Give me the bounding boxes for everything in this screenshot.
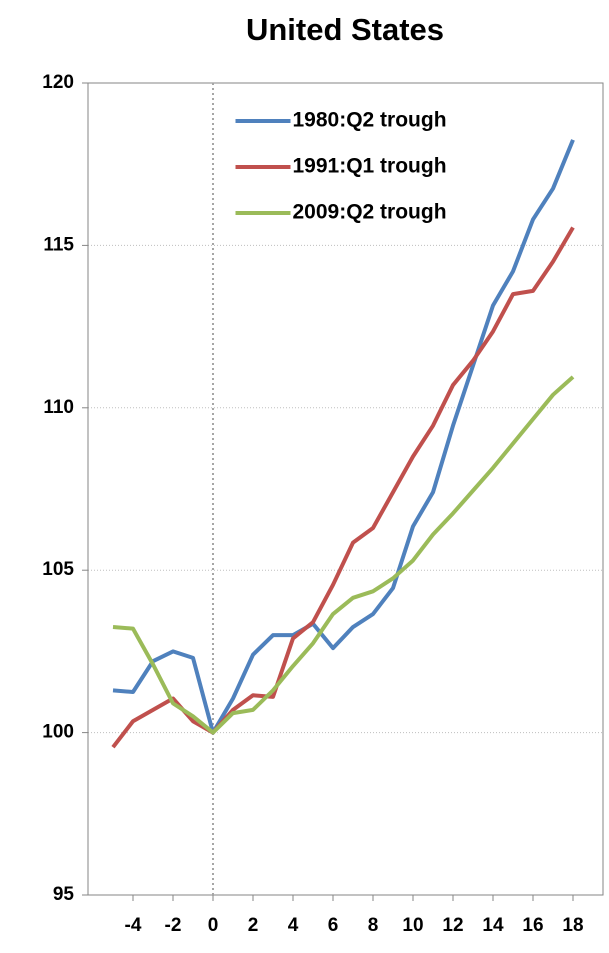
y-tick-label: 95 <box>53 884 75 905</box>
x-tick-label: 4 <box>288 915 299 936</box>
y-tick-label: 100 <box>42 722 74 743</box>
x-tick-label: 16 <box>522 915 543 936</box>
x-tick-label: 10 <box>402 915 423 936</box>
series-line <box>112 375 575 735</box>
y-tick-label: 105 <box>42 559 74 580</box>
legend-label: 2009:Q2 trough <box>293 201 447 224</box>
chart-title: United States <box>246 12 444 47</box>
x-tick-label: 12 <box>442 915 463 936</box>
series-line <box>111 226 575 749</box>
x-tick-label: 2 <box>248 915 259 936</box>
y-tick-label: 115 <box>43 234 74 255</box>
x-tick-label: -4 <box>125 915 142 936</box>
y-tick-label: 110 <box>43 397 74 418</box>
series-line <box>112 139 575 735</box>
legend-label: 1980:Q2 trough <box>293 109 447 132</box>
plot-frame <box>87 82 604 896</box>
x-tick-label: -2 <box>165 915 182 936</box>
legend-label: 1991:Q1 trough <box>293 155 447 178</box>
y-tick-label: 120 <box>42 72 74 93</box>
x-tick-label: 6 <box>328 915 339 936</box>
x-tick-label: 0 <box>208 915 219 936</box>
x-tick-label: 8 <box>368 915 379 936</box>
x-tick-label: 14 <box>482 915 504 936</box>
x-tick-label: 18 <box>562 915 583 936</box>
